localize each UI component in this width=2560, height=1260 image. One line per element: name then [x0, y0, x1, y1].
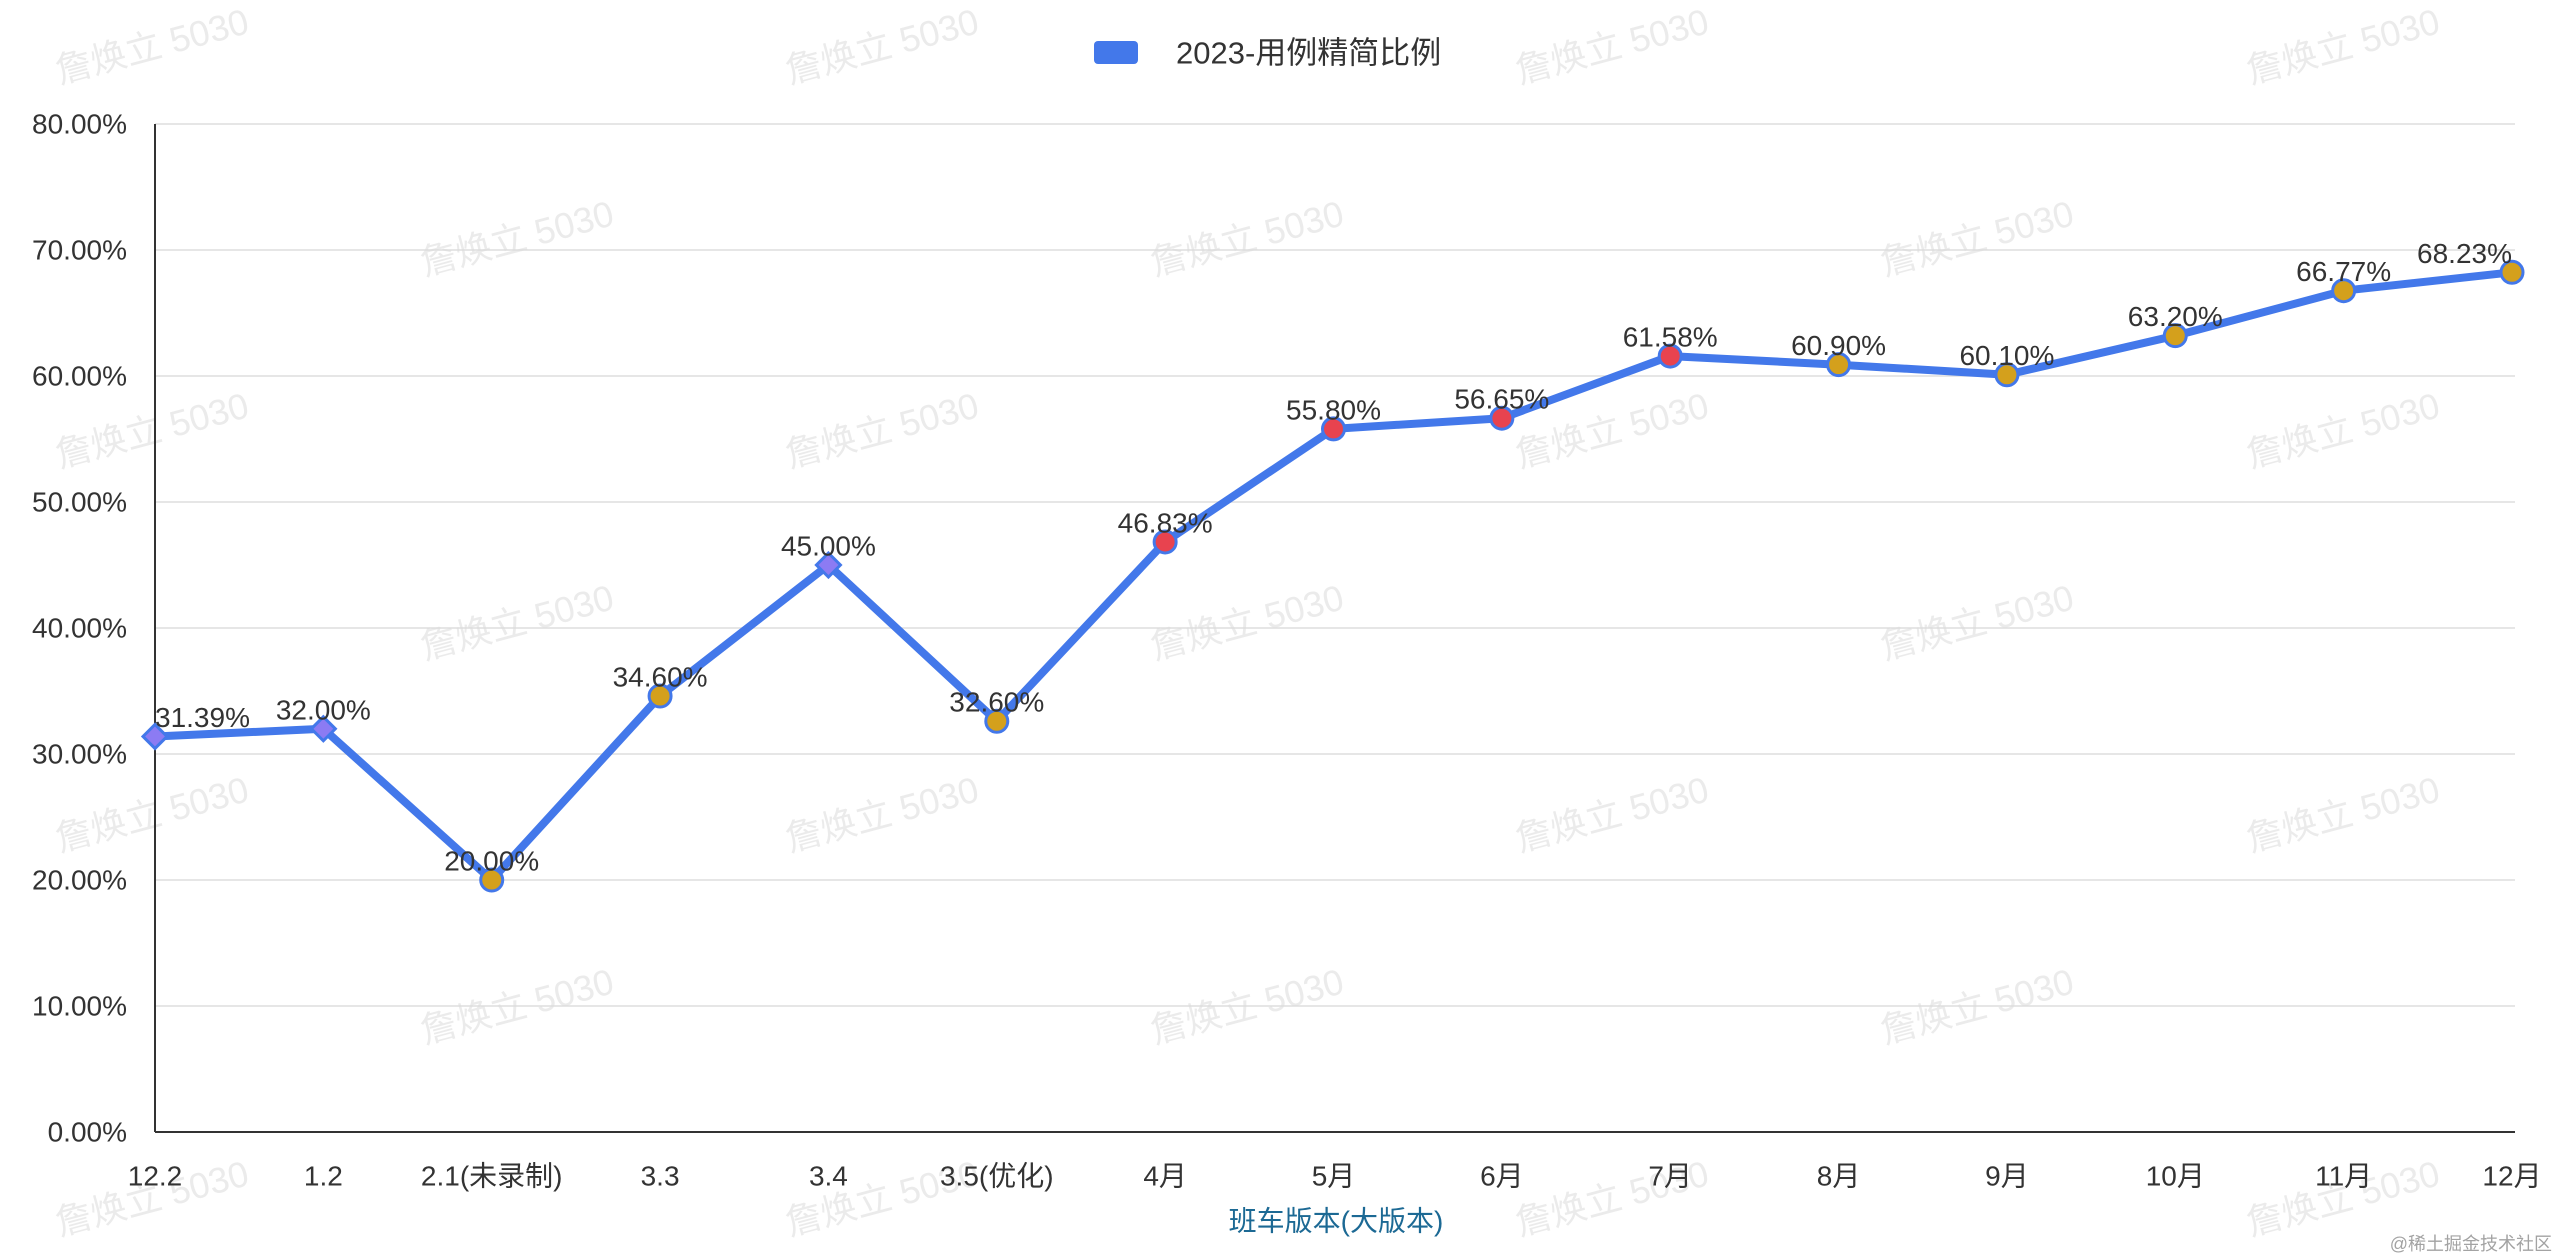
x-tick-label: 6月	[1480, 1161, 1524, 1192]
x-tick-label: 12.2	[128, 1161, 183, 1192]
legend: 2023-用例精简比例	[1094, 36, 1441, 71]
data-label: 61.58%	[1623, 322, 1718, 353]
data-point-marker	[309, 714, 338, 743]
y-tick-label: 80.00%	[32, 109, 127, 140]
data-label: 32.00%	[276, 694, 371, 725]
x-axis-title: 班车版本(大版本)	[1229, 1206, 1444, 1237]
data-point-marker	[2331, 278, 2357, 304]
data-point-marker	[1994, 362, 2020, 388]
data-label: 34.60%	[613, 662, 708, 693]
data-label: 31.39%	[155, 702, 250, 733]
data-label: 60.10%	[1959, 340, 2054, 371]
x-tick-label: 11月	[2315, 1161, 2372, 1192]
y-tick-label: 20.00%	[32, 865, 127, 896]
data-point-marker	[1152, 529, 1178, 555]
x-axis-tick-labels: 12.2 1.2 2.1(未录制) 3.3 3.4 3.5(优化) 4月 5月 6月 7月 8月 9月…	[128, 1161, 2542, 1192]
data-label: 60.90%	[1791, 330, 1886, 361]
x-tick-label: 7月	[1648, 1161, 1692, 1192]
x-tick-label: 5月	[1312, 1161, 1356, 1192]
data-point-marker	[1826, 352, 1852, 378]
credit-text: @稀土掘金技术社区	[2390, 1234, 2552, 1254]
data-label: 56.65%	[1454, 384, 1549, 415]
y-tick-label: 60.00%	[32, 361, 127, 392]
y-tick-label: 50.00%	[32, 487, 127, 518]
x-tick-label: 10月	[2146, 1161, 2205, 1192]
y-tick-label: 10.00%	[32, 991, 127, 1022]
data-label: 63.20%	[2128, 301, 2223, 332]
legend-swatch	[1094, 41, 1138, 64]
y-axis-tick-labels: 0.00% 10.00% 20.00% 30.00% 40.00% 50.00% 60.00…	[32, 109, 127, 1148]
data-point-marker	[1489, 405, 1515, 431]
data-labels: 31.39% 32.00% 20.00% 34.60% 45.00% 32.60% 46.8…	[155, 238, 2512, 877]
data-label: 66.77%	[2296, 256, 2391, 287]
data-point-marker	[1657, 343, 1683, 369]
data-point-marker	[140, 722, 170, 751]
x-tick-label: 3.5(优化)	[940, 1161, 1054, 1192]
data-point-marker	[1321, 416, 1346, 442]
x-tick-label: 9月	[1985, 1161, 2029, 1192]
x-tick-label: 1.2	[304, 1161, 343, 1192]
legend-item[interactable]: 2023-用例精简比例	[1094, 36, 1441, 71]
y-tick-label: 30.00%	[32, 739, 127, 770]
gridlines	[155, 123, 2515, 1007]
data-label: 46.83%	[1118, 507, 1213, 538]
data-label: 68.23%	[2417, 238, 2512, 269]
x-tick-label: 8月	[1817, 1161, 1861, 1192]
data-point-marker	[479, 867, 505, 893]
y-tick-label: 40.00%	[32, 613, 127, 644]
legend-label: 2023-用例精简比例	[1176, 36, 1441, 71]
data-point-marker	[2499, 259, 2525, 285]
data-label: 32.60%	[949, 687, 1044, 718]
data-point-marker	[2162, 323, 2188, 349]
y-tick-label: 70.00%	[32, 235, 127, 266]
x-tick-label: 4月	[1143, 1161, 1187, 1192]
x-tick-label: 2.1(未录制)	[421, 1161, 563, 1192]
data-label: 45.00%	[781, 531, 876, 562]
data-label: 20.00%	[444, 846, 539, 877]
data-label: 55.80%	[1286, 394, 1381, 425]
series-markers	[140, 259, 2525, 893]
x-tick-label: 3.4	[809, 1161, 848, 1192]
x-tick-label: 3.3	[641, 1161, 680, 1192]
data-point-marker	[814, 550, 843, 580]
data-point-marker	[647, 683, 673, 709]
y-tick-label: 0.00%	[48, 1117, 127, 1148]
x-tick-label: 12月	[2482, 1161, 2541, 1192]
data-point-marker	[984, 708, 1010, 734]
